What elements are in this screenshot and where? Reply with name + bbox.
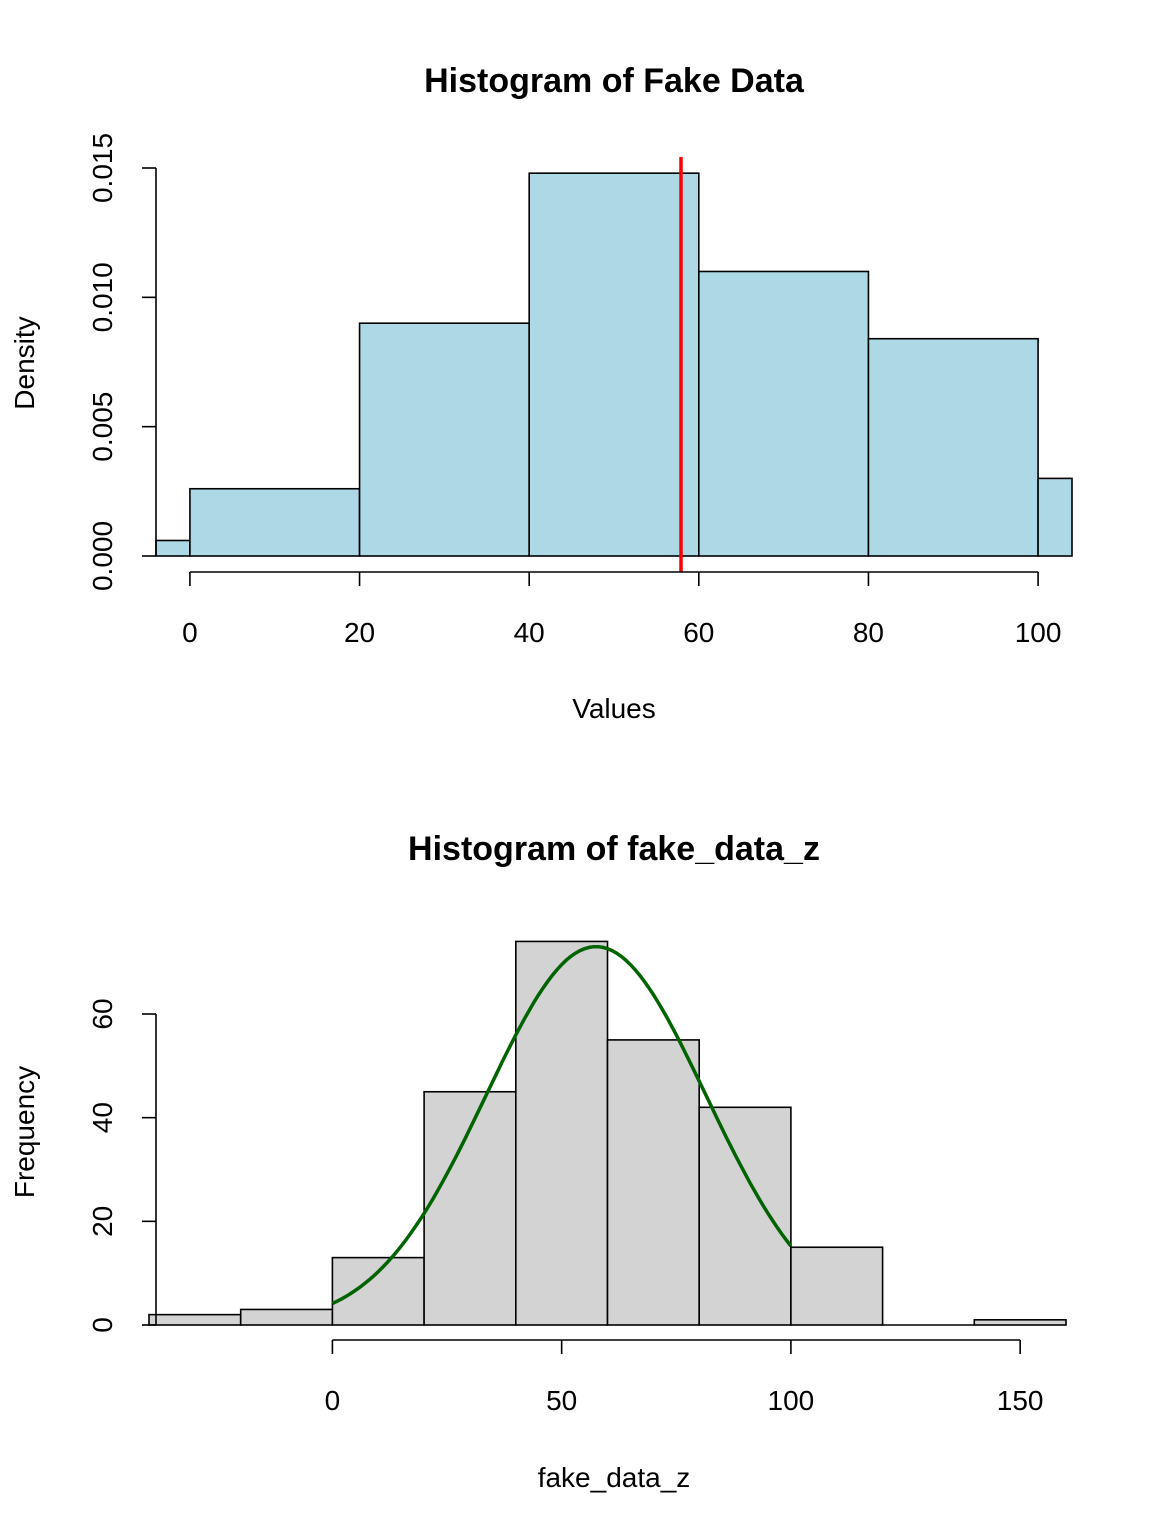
y-tick-label: 0.015 (87, 133, 118, 203)
bar (331, 1256, 425, 1326)
bar (1037, 477, 1073, 557)
bar (606, 1039, 700, 1326)
histogram-panel-2: Histogram of fake_data_z fake_data_z Fre… (9, 830, 1067, 1493)
normal-curve (331, 944, 793, 1306)
bar (148, 1313, 242, 1326)
y-tick-label: 60 (87, 998, 118, 1029)
x-axis: 0 50 100 150 (325, 1339, 1044, 1416)
bar (973, 1319, 1067, 1326)
x-tick-label: 80 (853, 617, 884, 648)
x-axis: 0 20 40 60 80 100 (182, 571, 1062, 648)
x-tick-label: 150 (997, 1385, 1044, 1416)
bar (867, 337, 1039, 557)
y-axis: 0 20 40 60 (87, 998, 157, 1333)
x-tick-label: 0 (325, 1385, 341, 1416)
bar (189, 487, 361, 557)
x-axis-label: Values (572, 693, 656, 724)
x-tick-label: 20 (344, 617, 375, 648)
y-tick-label: 20 (87, 1206, 118, 1237)
bar (528, 172, 700, 557)
y-tick-label: 0.010 (87, 262, 118, 332)
y-tick-label: 0 (87, 1317, 118, 1333)
x-tick-label: 100 (768, 1385, 815, 1416)
bar (239, 1308, 334, 1326)
bar (698, 270, 870, 557)
x-tick-label: 50 (546, 1385, 577, 1416)
x-tick-label: 0 (182, 617, 198, 648)
bar (698, 1106, 792, 1326)
x-tick-label: 100 (1015, 617, 1062, 648)
y-axis: 0.000 0.005 0.010 0.015 (87, 133, 157, 591)
y-tick-label: 0.005 (87, 392, 118, 462)
bar (358, 322, 530, 557)
chart-title: Histogram of Fake Data (424, 62, 805, 100)
y-tick-label: 40 (87, 1102, 118, 1133)
bar (790, 1246, 884, 1326)
y-tick-label: 0.000 (87, 521, 118, 591)
x-tick-label: 40 (514, 617, 545, 648)
x-tick-label: 60 (683, 617, 714, 648)
histogram-panel-1: Histogram of Fake Data Values Density 0 2… (9, 62, 1073, 724)
bar (155, 539, 191, 557)
y-axis-label: Frequency (9, 1066, 40, 1198)
overlay (331, 944, 793, 1306)
bars (155, 172, 1073, 557)
bars (148, 940, 1067, 1326)
bar (514, 940, 609, 1326)
y-axis-label: Density (9, 316, 40, 409)
x-axis-label: fake_data_z (538, 1462, 691, 1493)
chart-title: Histogram of fake_data_z (408, 830, 820, 868)
